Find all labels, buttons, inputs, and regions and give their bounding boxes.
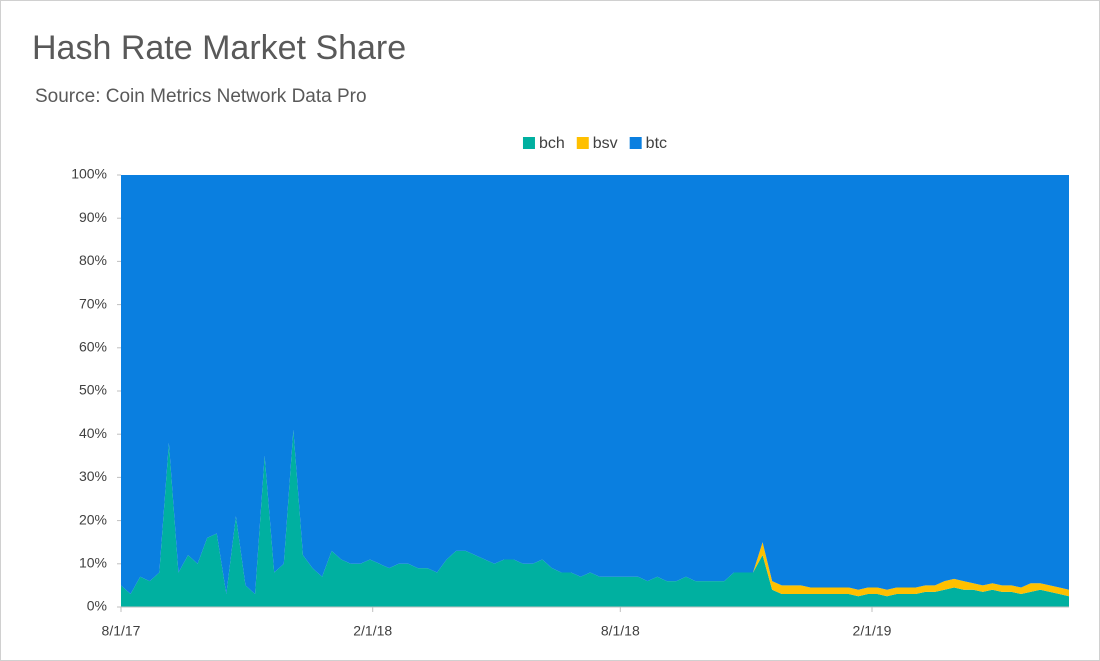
y-tick-label: 50% [79,382,107,398]
chart-subtitle: Source: Coin Metrics Network Data Pro [35,86,367,107]
y-tick-label: 90% [79,209,107,225]
x-tick-label: 2/1/19 [853,623,892,639]
y-tick-label: 10% [79,555,107,571]
area-btc [121,175,1069,595]
y-tick-label: 100% [71,166,107,182]
chart-title: Hash Rate Market Share [32,29,406,67]
legend-swatch [629,137,642,149]
legend-label: bch [539,135,565,152]
y-tick-label: 80% [79,252,107,268]
x-tick-label: 8/1/17 [102,623,141,639]
area-bch [121,429,1069,607]
y-tick-label: 30% [79,468,107,484]
y-tick-label: 60% [79,339,107,355]
x-tick-label: 2/1/18 [353,623,392,639]
y-tick-label: 70% [79,295,107,311]
legend-swatch [522,137,535,149]
y-tick-label: 0% [87,598,107,614]
legend-swatch [576,137,589,149]
y-tick-label: 40% [79,425,107,441]
x-tick-label: 8/1/18 [601,623,640,639]
y-tick-label: 20% [79,511,107,527]
legend-label: btc [646,135,667,152]
legend-label: bsv [593,135,618,152]
